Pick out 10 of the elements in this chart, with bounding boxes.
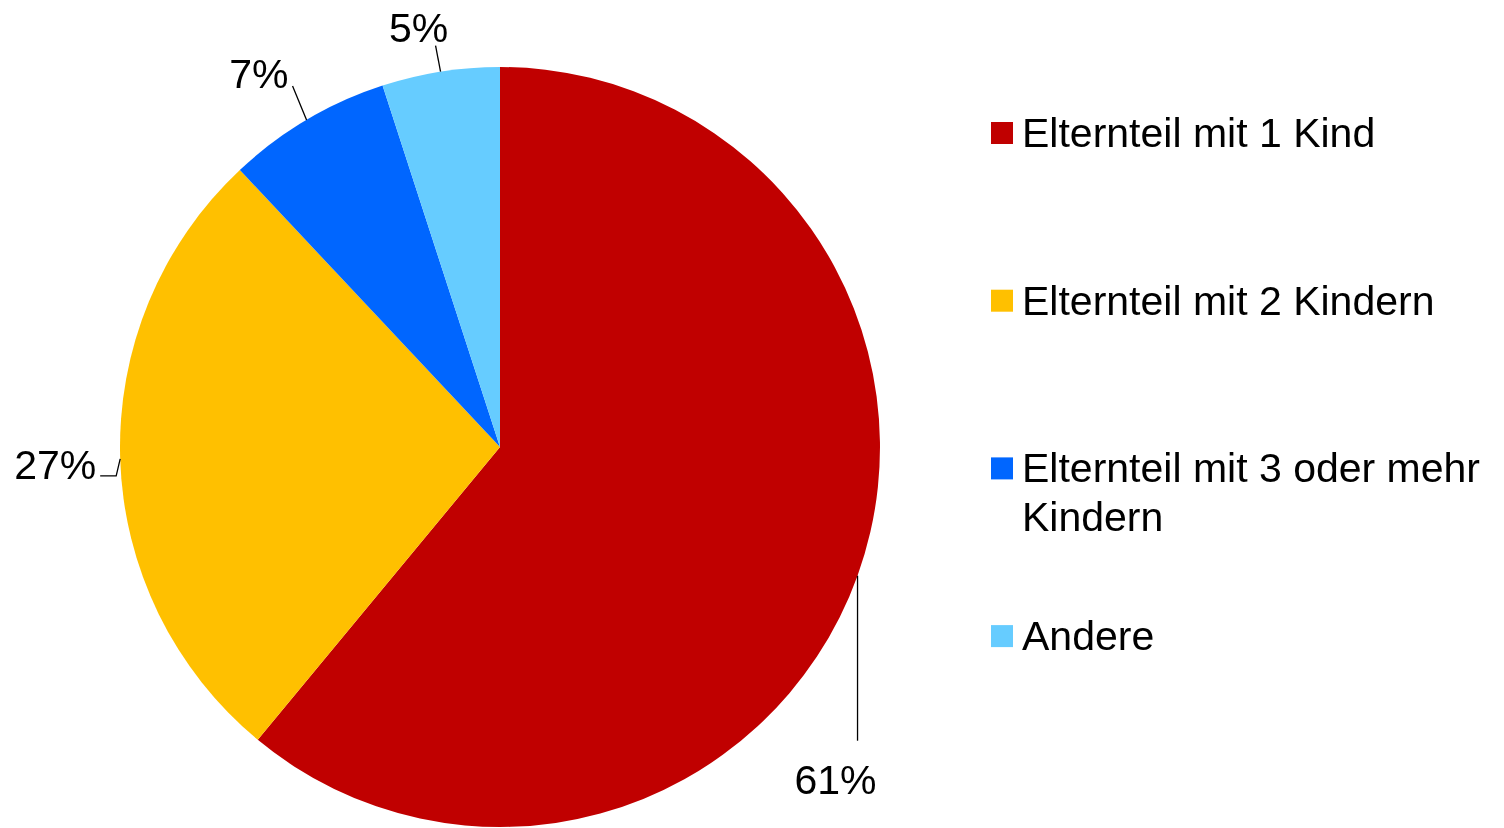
legend-label: Elternteil mit 2 Kindern [1022, 277, 1435, 324]
pie-slice [382, 67, 500, 447]
data-label: 61% [794, 756, 877, 803]
legend-label: Elternteil mit 1 Kind [1022, 110, 1376, 156]
data-label: 27% [14, 441, 97, 488]
data-label: 7% [229, 50, 289, 97]
pie-slice [120, 169, 500, 740]
data-label: 5% [388, 4, 449, 51]
legend-label: Elternteil mit 3 oder mehr Kindern [1022, 445, 1481, 541]
legend-label: Andere [1022, 613, 1155, 660]
